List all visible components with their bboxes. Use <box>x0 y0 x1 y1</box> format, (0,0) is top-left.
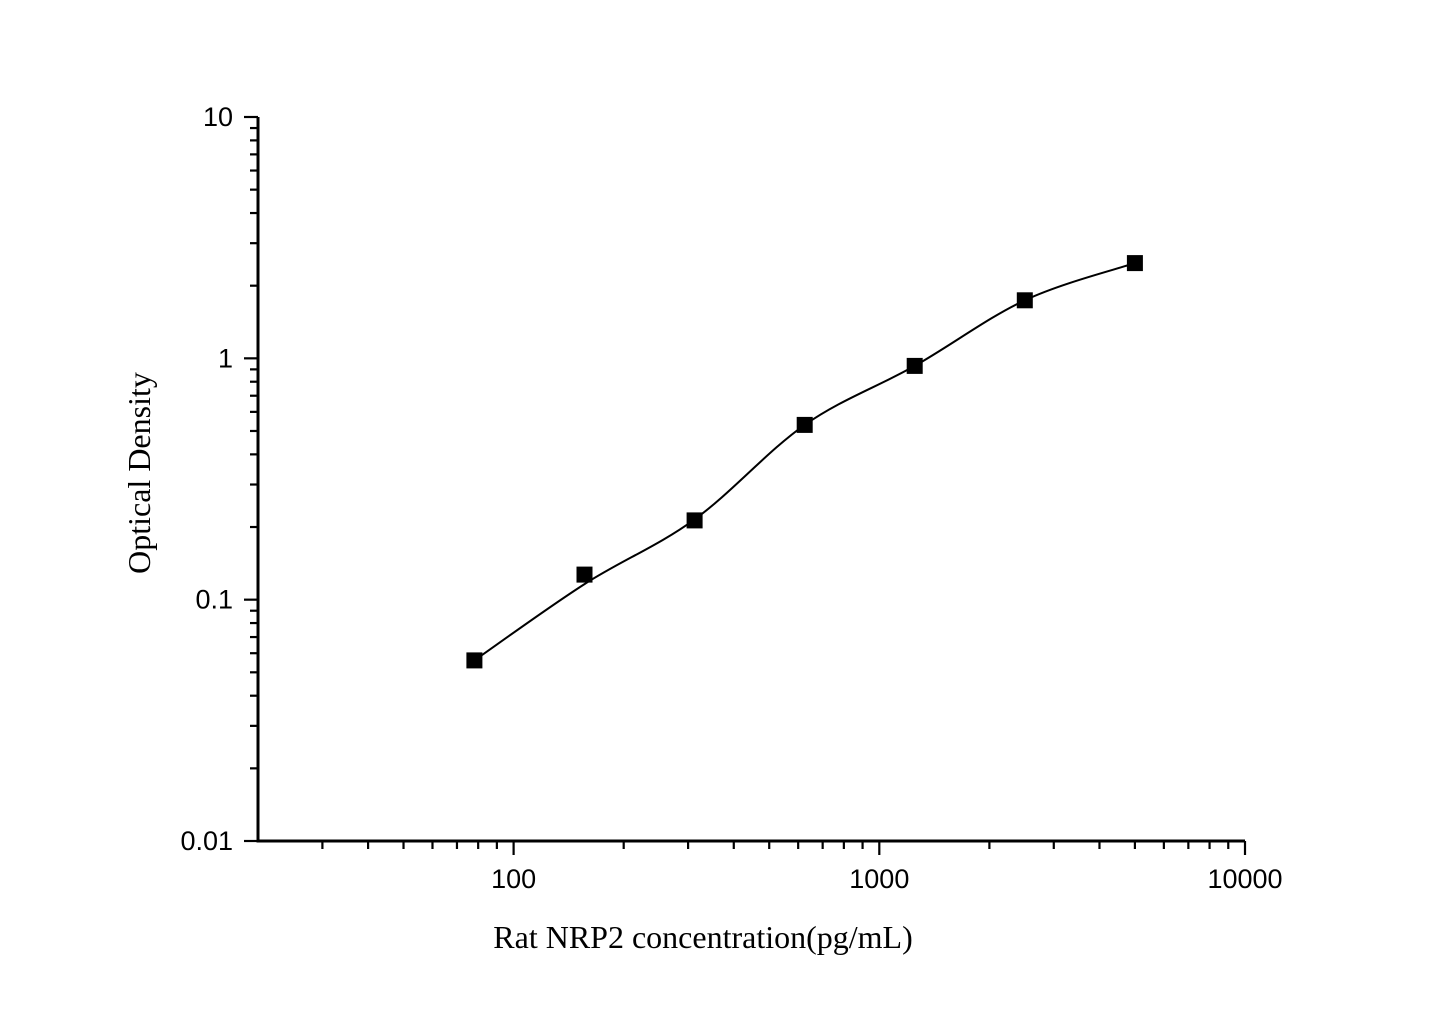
x-axis-tick-label: 10000 <box>1207 864 1282 894</box>
standard-curve-line <box>473 262 1136 662</box>
y-axis-tick-label: 10 <box>203 102 233 132</box>
data-point-marker <box>906 357 923 374</box>
data-point-marker <box>686 512 703 529</box>
data-point-marker <box>1126 255 1143 272</box>
axes-layer: 100 1000 10000 10 1 0.1 0.01 <box>180 102 1282 894</box>
data-point-marker <box>466 652 483 669</box>
data-point-marker <box>576 566 593 583</box>
y-axis-tick-label: 0.01 <box>180 826 233 856</box>
y-axis-tick-label: 0.1 <box>195 585 233 615</box>
y-axis-title: Optical Density <box>121 372 157 574</box>
x-axis-title: Rat NRP2 concentration(pg/mL) <box>493 919 912 955</box>
data-point-marker <box>796 416 813 433</box>
x-axis-tick-label: 1000 <box>849 864 909 894</box>
data-point-marker <box>1016 292 1033 309</box>
x-axis-tick-label: 100 <box>491 864 536 894</box>
y-axis-tick-label: 1 <box>218 343 233 373</box>
series-layer <box>466 255 1143 669</box>
